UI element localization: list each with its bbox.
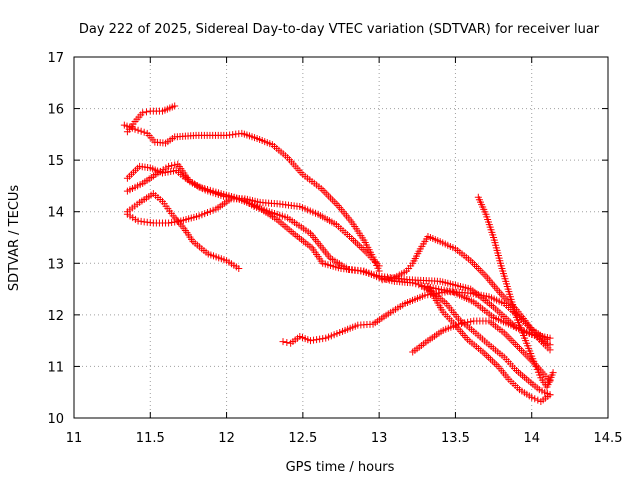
x-tick-label: 11	[66, 431, 83, 446]
data-point-marker	[137, 127, 145, 135]
data-point-marker	[139, 109, 147, 117]
data-point-marker	[375, 262, 383, 270]
data-point-marker	[235, 264, 243, 272]
data-point-marker	[134, 126, 142, 134]
data-point-marker	[171, 218, 179, 226]
plot-frame	[73, 56, 609, 419]
data-point-marker	[531, 395, 539, 403]
series-track-d	[123, 160, 554, 342]
data-point-marker	[168, 219, 176, 227]
series-track-l	[474, 193, 557, 391]
x-tick-label: 12.5	[288, 431, 317, 446]
data-point-marker	[546, 391, 554, 399]
data-point-marker	[409, 279, 417, 287]
x-tick-label: 14	[523, 431, 540, 446]
series-track-f	[123, 195, 383, 270]
data-point-marker	[306, 337, 314, 345]
x-axis-label: GPS time / hours	[286, 460, 395, 475]
data-point-marker	[310, 336, 318, 344]
series-track-a	[120, 121, 383, 275]
y-tick-label: 17	[47, 51, 64, 66]
y-axis-label: SDTVAR / TECUs	[7, 185, 22, 292]
data-point-marker	[528, 393, 536, 401]
data-point-marker	[319, 335, 327, 343]
y-tick-label: 12	[47, 309, 64, 324]
series-track-h	[378, 232, 554, 354]
data-point-marker	[174, 218, 182, 226]
series-track-j	[418, 282, 554, 399]
data-point-marker	[467, 318, 475, 326]
x-tick-label: 13.5	[441, 431, 470, 446]
data-point-marker	[279, 338, 287, 346]
data-point-marker	[168, 162, 176, 170]
y-tick-label: 15	[47, 154, 64, 169]
data-point-marker	[171, 161, 179, 169]
data-point-marker	[384, 275, 392, 283]
y-tick-label: 11	[47, 360, 64, 375]
y-tick-label: 16	[47, 103, 64, 118]
chart-title: Day 222 of 2025, Sidereal Day-to-day VTE…	[79, 22, 600, 37]
x-tick-label: 12	[218, 431, 235, 446]
data-layer	[120, 102, 557, 405]
data-point-marker	[387, 274, 395, 282]
series-track-e	[123, 190, 243, 272]
data-point-marker	[316, 335, 324, 343]
data-point-marker	[543, 336, 551, 344]
data-point-marker	[378, 276, 386, 284]
grid-layer	[74, 57, 608, 418]
data-point-marker	[549, 369, 557, 377]
y-tick-label: 13	[47, 257, 64, 272]
data-point-marker	[171, 102, 179, 110]
data-point-marker	[546, 346, 554, 354]
x-tick-label: 14.5	[594, 431, 623, 446]
x-tick-label: 13	[371, 431, 388, 446]
y-tick-label: 14	[47, 206, 64, 221]
data-point-marker	[165, 162, 173, 170]
data-point-marker	[415, 281, 423, 289]
y-tick-label: 10	[47, 412, 64, 427]
data-point-marker	[412, 280, 420, 288]
series-track-b	[123, 102, 179, 136]
data-point-marker	[283, 338, 291, 346]
series-track-k	[424, 282, 554, 405]
data-point-marker	[140, 128, 148, 136]
data-point-marker	[381, 275, 389, 283]
data-point-marker	[142, 108, 150, 116]
x-tick-label: 11.5	[136, 431, 165, 446]
data-point-marker	[313, 336, 321, 344]
data-point-marker	[165, 219, 173, 227]
